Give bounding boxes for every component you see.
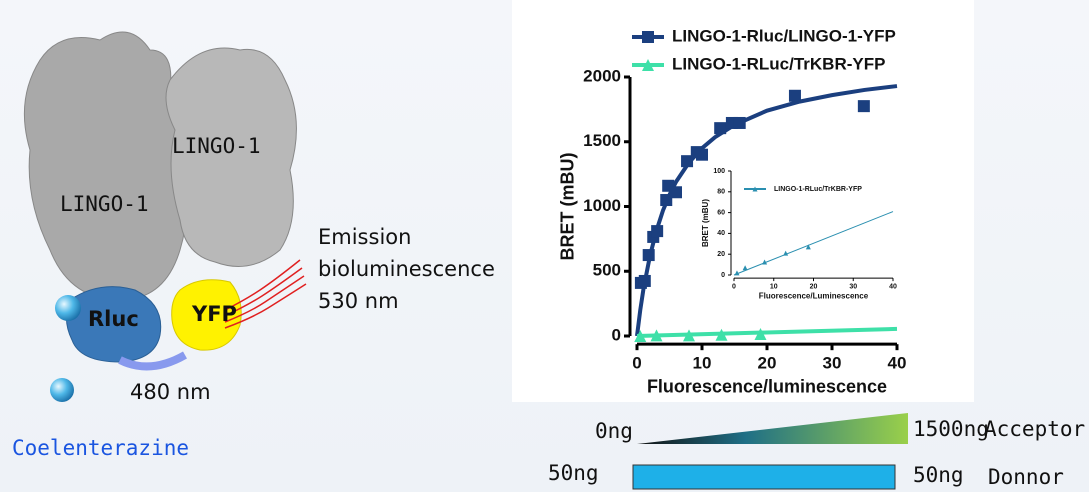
label: 0ng xyxy=(595,419,633,443)
marker xyxy=(642,31,654,43)
label: LINGO-1 xyxy=(60,192,149,216)
figure: LINGO-1 LINGO-1 Rluc YFP Emission biolum… xyxy=(0,0,1089,492)
marker xyxy=(789,90,801,102)
label: 50ng xyxy=(913,463,964,487)
x-axis-label: Fluorescence/luminescence xyxy=(647,376,887,396)
marker xyxy=(696,149,708,161)
marker xyxy=(714,122,726,134)
substrate-ball xyxy=(50,378,74,402)
label: 1500ng xyxy=(913,417,989,441)
x-axis-label: Fluorescence/Luminescence xyxy=(759,292,869,301)
x-tick-label: 40 xyxy=(888,353,907,372)
acceptor-gradient xyxy=(637,413,908,444)
substrate-ball xyxy=(55,295,81,321)
x-tick-label: 20 xyxy=(758,353,777,372)
marker xyxy=(639,275,651,287)
y-tick-label: 1500 xyxy=(583,131,621,150)
label: LINGO-1 xyxy=(172,134,261,158)
legend-label: LINGO-1-RLuc/TrKBR-YFP xyxy=(774,186,862,193)
y-tick-label: 20 xyxy=(717,251,725,258)
label: Acceptor xyxy=(984,417,1085,441)
figure-svg: LINGO-1 LINGO-1 Rluc YFP Emission biolum… xyxy=(0,0,1089,492)
label: 50ng xyxy=(548,461,599,485)
y-tick-label: 100 xyxy=(713,168,725,175)
x-tick-label: 40 xyxy=(889,284,897,291)
marker xyxy=(651,225,663,237)
label: YFP xyxy=(191,302,237,326)
y-axis-label: BRET (mBU) xyxy=(701,199,710,247)
x-tick-label: 30 xyxy=(823,353,842,372)
y-tick-label: 2000 xyxy=(583,66,621,85)
y-tick-label: 1000 xyxy=(583,196,621,215)
marker xyxy=(643,249,655,261)
legend-label: LINGO-1-Rluc/LINGO-1-YFP xyxy=(672,26,896,45)
label: Emission xyxy=(318,225,411,249)
protein-left xyxy=(24,32,186,300)
label: Coelenterazine xyxy=(12,436,189,460)
label: 480 nm xyxy=(130,380,211,404)
marker xyxy=(734,117,746,129)
x-tick-label: 10 xyxy=(770,284,778,291)
x-tick-label: 20 xyxy=(810,284,818,291)
legend-label: LINGO-1-RLuc/TrKBR-YFP xyxy=(672,54,885,73)
marker xyxy=(858,100,870,112)
y-tick-label: 0 xyxy=(721,272,725,279)
y-tick-label: 40 xyxy=(717,230,725,237)
y-axis-label: BRET (mBU) xyxy=(558,153,578,261)
x-tick-label: 30 xyxy=(849,284,857,291)
inset-bg xyxy=(712,160,902,310)
donor-bar xyxy=(633,465,895,489)
label: Donnor xyxy=(988,465,1064,489)
y-tick-label: 80 xyxy=(717,189,725,196)
label: bioluminescence xyxy=(318,257,495,281)
x-tick-label: 0 xyxy=(632,353,641,372)
label: 530 nm xyxy=(318,289,399,313)
x-tick-label: 0 xyxy=(732,284,736,291)
y-tick-label: 500 xyxy=(593,261,621,280)
y-tick-label: 0 xyxy=(612,325,621,344)
label: Rluc xyxy=(88,307,139,331)
x-tick-label: 10 xyxy=(693,353,712,372)
marker xyxy=(670,186,682,198)
y-tick-label: 60 xyxy=(717,209,725,216)
